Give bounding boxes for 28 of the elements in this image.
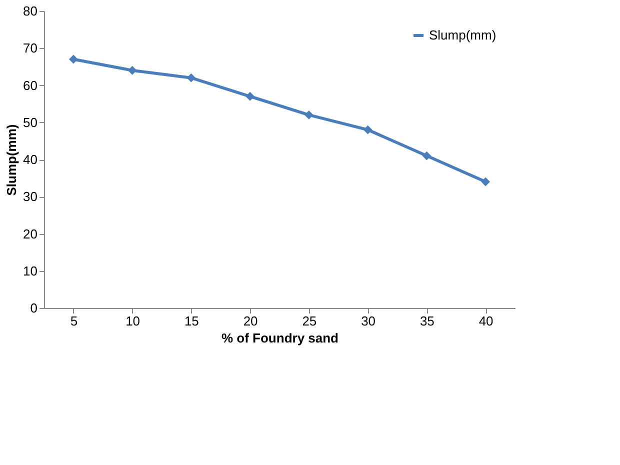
point: [186, 73, 196, 82]
x-tick-label: 25: [302, 314, 317, 328]
x-tick-label: 40: [478, 314, 494, 328]
point: [128, 66, 137, 75]
x-tick-label: 15: [184, 314, 199, 328]
legend-label: Slump(mm): [429, 28, 496, 42]
y-tick-label: 20: [23, 226, 38, 242]
point: [422, 151, 432, 160]
y-tick-label: 50: [23, 114, 38, 130]
point: [304, 110, 314, 120]
y-tick-label: 0: [30, 300, 38, 316]
x-tick-label: 10: [126, 314, 140, 328]
y-tick-label: 80: [23, 4, 38, 18]
y-tick-label: 10: [23, 263, 38, 278]
x-tick-label: 35: [420, 314, 434, 328]
x-axis-title: % of Foundry sand: [222, 330, 339, 346]
y-tick-label: 70: [23, 40, 38, 56]
point: [68, 54, 78, 64]
x-tick-label: 20: [243, 314, 258, 328]
y-tick-label: 60: [23, 78, 38, 93]
x-tick-label: 30: [361, 314, 376, 328]
point: [246, 92, 255, 101]
y-tick-label: 30: [23, 189, 38, 204]
x-tick-label: 5: [70, 314, 78, 328]
y-tick-label: 40: [23, 152, 38, 167]
point: [363, 125, 372, 134]
y-axis-title: Slump(mm): [4, 124, 20, 196]
point: [481, 177, 490, 186]
